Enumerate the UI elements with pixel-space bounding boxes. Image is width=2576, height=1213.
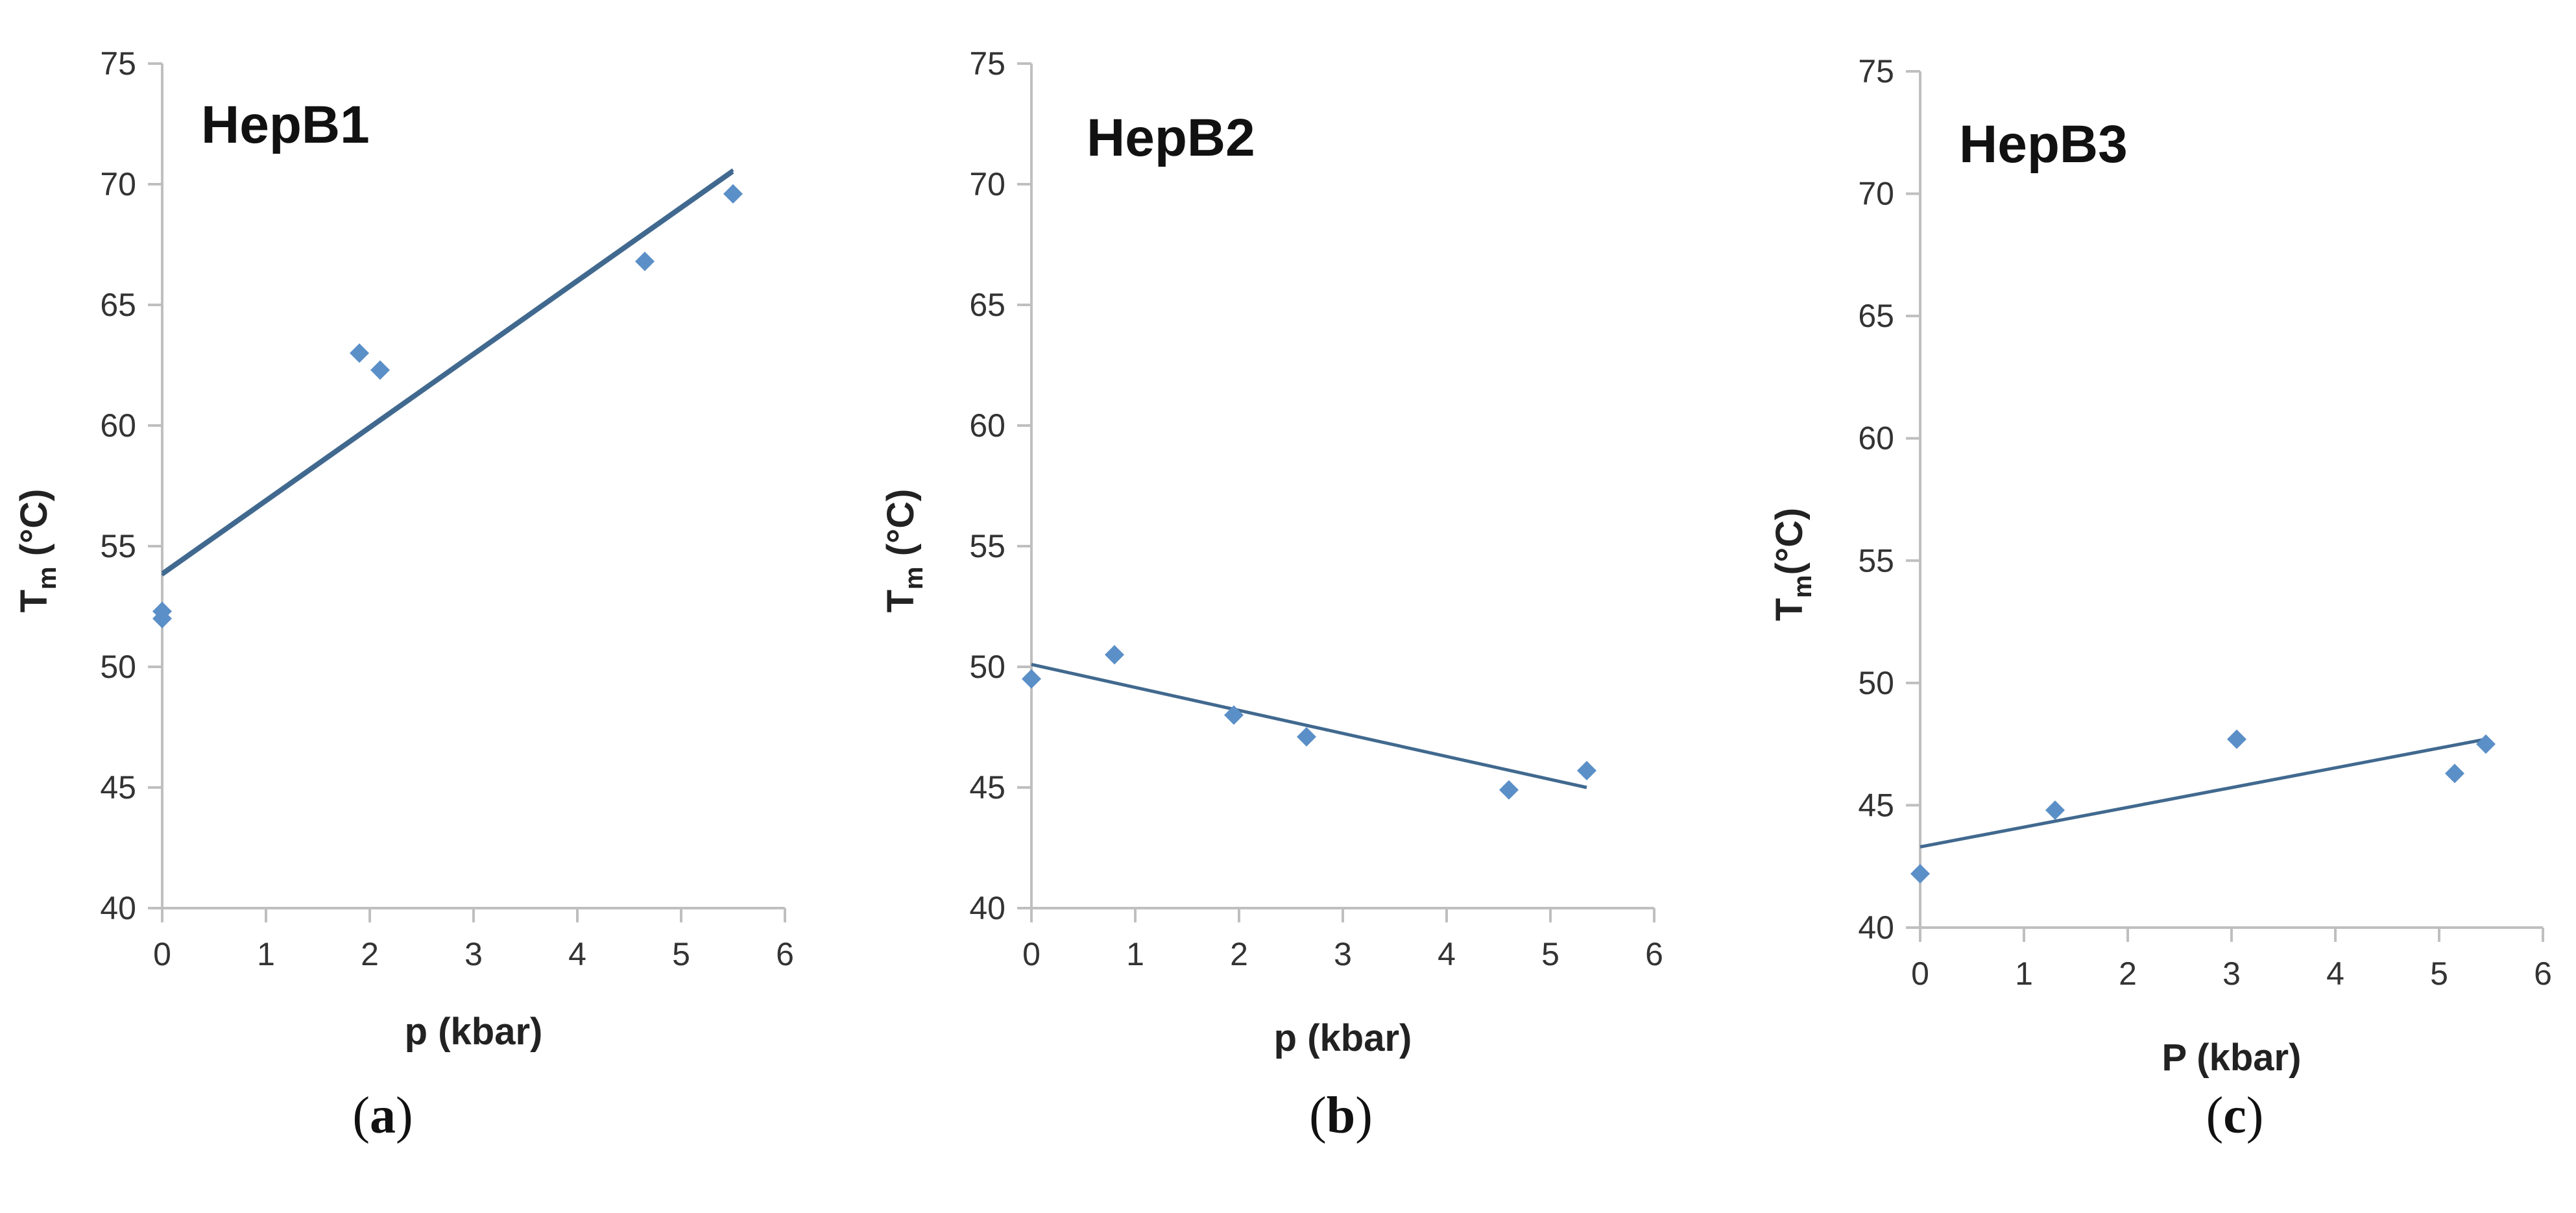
x-tick-label-b-5: 5 — [1541, 936, 1559, 972]
y-tick-label-c-3: 55 — [1858, 542, 1894, 579]
data-point-a-4 — [635, 252, 655, 272]
x-tick-label-c-3: 3 — [2222, 955, 2241, 992]
x-tick-label-a-3: 3 — [464, 936, 483, 972]
data-point-b-3 — [1297, 727, 1316, 747]
x-tick-label-a-1: 1 — [257, 936, 275, 972]
x-tick-label-a-5: 5 — [672, 936, 690, 972]
y-tick-label-a-1: 45 — [100, 769, 136, 806]
y-tick-label-c-1: 45 — [1858, 787, 1894, 823]
data-point-b-2 — [1224, 705, 1244, 725]
panel-label-b: (b) — [1309, 1087, 1373, 1144]
y-axis-title-a: Tm (°C) — [13, 489, 62, 613]
y-tick-label-b-7: 75 — [969, 45, 1005, 82]
x-axis-title-a: p (kbar) — [405, 1011, 543, 1053]
y-tick-label-a-0: 40 — [100, 890, 136, 926]
y-tick-label-b-2: 50 — [969, 649, 1005, 685]
y-tick-label-a-7: 75 — [100, 45, 136, 82]
data-point-a-2 — [350, 343, 369, 363]
x-tick-label-b-3: 3 — [1334, 936, 1352, 972]
x-tick-label-c-2: 2 — [2119, 955, 2137, 992]
data-point-c-1 — [2045, 800, 2065, 820]
trendline-b-0 — [1031, 662, 1587, 789]
y-tick-label-c-5: 65 — [1858, 298, 1894, 334]
chart-title-c: HepB3 — [1959, 115, 2128, 174]
y-tick-label-c-6: 70 — [1858, 176, 1894, 212]
y-tick-label-b-0: 40 — [969, 890, 1005, 926]
data-point-a-5 — [723, 184, 743, 204]
x-tick-label-a-6: 6 — [776, 936, 794, 972]
data-point-c-3 — [2445, 763, 2464, 784]
x-tick-label-b-4: 4 — [1438, 936, 1456, 972]
data-point-c-2 — [2227, 729, 2246, 749]
chart-title-a: HepB1 — [201, 95, 370, 154]
x-axis-title-b: p (kbar) — [1274, 1017, 1412, 1059]
data-point-b-1 — [1105, 645, 1124, 665]
x-tick-label-b-1: 1 — [1126, 936, 1144, 972]
y-tick-label-b-3: 55 — [969, 528, 1005, 564]
trendline-c-0 — [1920, 738, 2486, 848]
y-tick-label-c-2: 50 — [1858, 665, 1894, 701]
y-axis-title-c: Tm(°C) — [1768, 508, 1817, 621]
y-tick-label-c-0: 40 — [1858, 909, 1894, 946]
data-point-a-3 — [370, 360, 390, 380]
y-tick-label-a-4: 60 — [100, 407, 136, 444]
y-tick-label-a-6: 70 — [100, 166, 136, 202]
x-tick-label-a-2: 2 — [361, 936, 379, 972]
x-tick-label-a-4: 4 — [568, 936, 586, 972]
x-tick-label-c-5: 5 — [2430, 955, 2448, 992]
data-point-c-0 — [1910, 864, 1930, 884]
trendline-a-1 — [161, 171, 734, 577]
x-tick-label-b-0: 0 — [1022, 936, 1041, 972]
x-axis-title-c: P (kbar) — [2162, 1037, 2302, 1079]
data-point-c-4 — [2476, 734, 2496, 754]
y-tick-label-b-6: 70 — [969, 166, 1005, 202]
y-tick-label-a-5: 65 — [100, 287, 136, 323]
y-axis-title-b: Tm (°C) — [880, 489, 928, 613]
y-tick-label-a-3: 55 — [100, 528, 136, 564]
y-tick-label-b-4: 60 — [969, 407, 1005, 444]
panel-label-c: (c) — [2206, 1087, 2264, 1144]
x-tick-label-b-6: 6 — [1645, 936, 1663, 972]
x-tick-label-b-2: 2 — [1230, 936, 1248, 972]
trendline-a-0 — [161, 168, 734, 574]
chart-title-b: HepB2 — [1087, 108, 1255, 167]
data-point-b-4 — [1499, 780, 1519, 800]
x-tick-label-c-6: 6 — [2534, 955, 2552, 992]
y-tick-label-b-5: 65 — [969, 287, 1005, 323]
y-tick-label-a-2: 50 — [100, 649, 136, 685]
x-tick-label-c-4: 4 — [2326, 955, 2344, 992]
x-tick-label-c-1: 1 — [2015, 955, 2033, 992]
x-tick-label-c-0: 0 — [1911, 955, 1929, 992]
y-tick-label-c-7: 75 — [1858, 53, 1894, 90]
x-tick-label-a-0: 0 — [153, 936, 171, 972]
panel-label-a: (a) — [352, 1087, 413, 1144]
y-tick-label-c-4: 60 — [1858, 420, 1894, 457]
data-point-b-0 — [1022, 669, 1041, 689]
data-point-a-1 — [152, 608, 172, 629]
y-tick-label-b-1: 45 — [969, 769, 1005, 806]
data-point-b-5 — [1577, 760, 1596, 780]
